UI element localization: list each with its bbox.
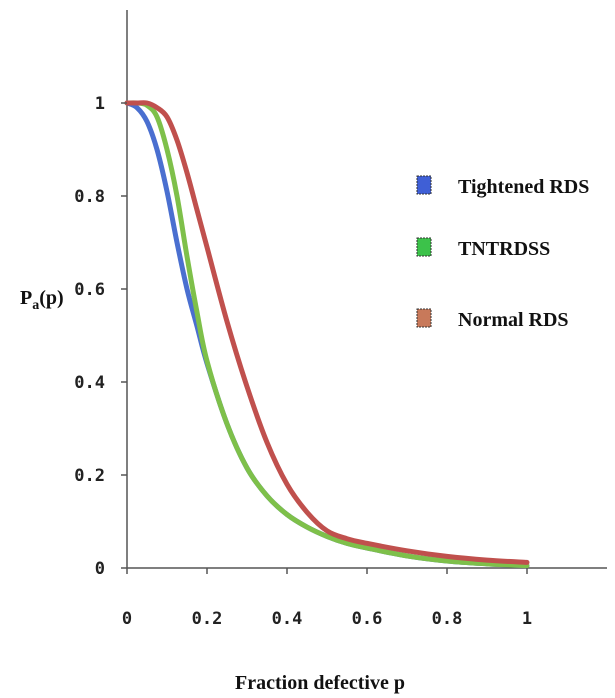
legend-swatch-tightened-rds xyxy=(416,175,432,195)
legend-swatch-tntrdss xyxy=(416,237,432,257)
chart-axes xyxy=(126,10,607,569)
y-axis-label: Pa(p) xyxy=(20,287,64,313)
series-line-normal-rds xyxy=(124,100,530,565)
legend-label-tntrdss: TNTRDSS xyxy=(458,238,550,260)
chart-ticks: 0 0.2 0.4 0.6 0.8 1 0 0.2 0.4 0.6 0.8 1 xyxy=(74,94,532,629)
series-line-tntrdss xyxy=(124,100,530,569)
x-tick-label: 0.8 xyxy=(432,609,463,629)
legend-label-normal-rds: Normal RDS xyxy=(458,309,569,331)
y-tick-label: 0 xyxy=(95,559,105,579)
x-tick-label: 0.2 xyxy=(192,609,223,629)
x-tick-label: 1 xyxy=(522,609,532,629)
y-axis-label-main: P xyxy=(20,287,32,309)
y-tick-label: 0.6 xyxy=(74,280,105,300)
chart-series-layer xyxy=(124,100,530,569)
x-tick-label: 0.4 xyxy=(272,609,303,629)
y-tick-label: 1 xyxy=(95,94,105,114)
legend-label-tightened-rds: Tightened RDS xyxy=(458,176,589,198)
legend-swatch-normal-rds xyxy=(416,308,432,328)
x-axis-label: Fraction defective p xyxy=(235,672,405,694)
chart-legend: Tightened RDS TNTRDSS Normal RDS xyxy=(416,175,589,331)
x-tick-label: 0 xyxy=(122,609,132,629)
y-axis-label-subscript: a xyxy=(32,298,39,313)
x-tick-label: 0.6 xyxy=(352,609,383,629)
y-tick-label: 0.8 xyxy=(74,187,105,207)
y-tick-label: 0.2 xyxy=(74,466,105,486)
y-tick-label: 0.4 xyxy=(74,373,105,393)
y-axis-label-tail: (p) xyxy=(39,287,63,309)
